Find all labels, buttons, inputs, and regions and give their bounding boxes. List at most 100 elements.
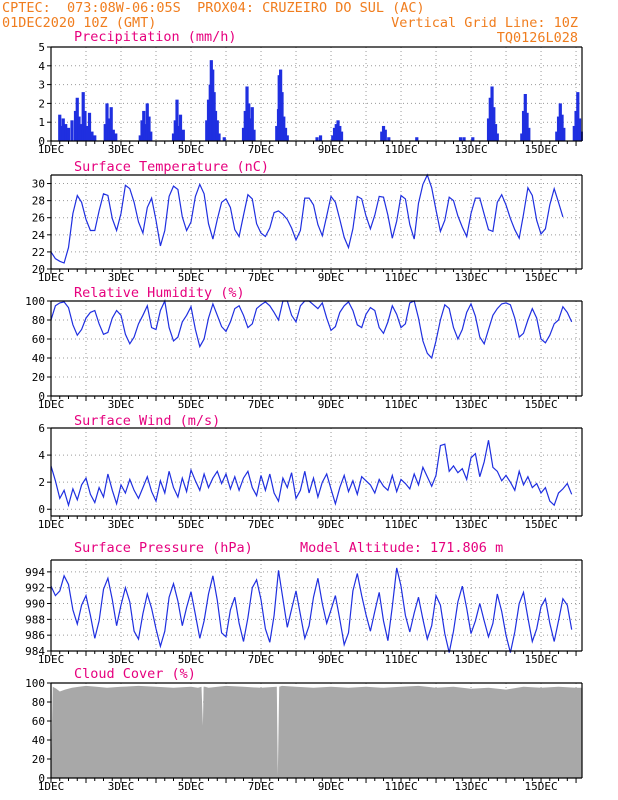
precip-bar xyxy=(177,125,181,141)
precip-bar xyxy=(85,125,89,141)
y-tick-label: 26 xyxy=(32,212,45,225)
precip-bar xyxy=(64,124,68,141)
panel-wind: 0 2 4 6 1DEC 3DEC 5DEC 7DEC 9DEC 11DEC 13DEC 15DEC S… xyxy=(38,413,583,531)
header-model-code: TQ0126L028 xyxy=(496,30,578,46)
panel-title-cloud: Cloud Cover (%) xyxy=(74,666,196,682)
panel-title-temp: Surface Temperature (nC) xyxy=(74,159,269,175)
y-tick-label: 0 xyxy=(38,772,45,785)
precip-bar xyxy=(248,118,253,141)
precip-bar xyxy=(171,133,176,141)
cloud-area xyxy=(51,685,582,778)
precip-bar xyxy=(107,118,111,141)
x-tick-label: 3DEC xyxy=(108,653,135,666)
x-tick-label: 11DEC xyxy=(384,653,417,666)
x-tick-label: 3DEC xyxy=(108,780,135,793)
precip-bar xyxy=(492,107,496,141)
x-tick-label: 7DEC xyxy=(248,271,275,284)
x-tick-label: 9DEC xyxy=(318,780,345,793)
panel-rh: 0 20 40 60 80 100 1DEC 3DEC 5DEC 7DEC 9DEC 11DEC 13D… xyxy=(25,285,583,411)
precip-bar xyxy=(381,125,386,141)
precip-bar xyxy=(143,124,148,141)
x-tick-label: 15DEC xyxy=(524,653,557,666)
x-tick-label: 11DEC xyxy=(384,780,417,793)
precip-bar xyxy=(490,86,494,141)
precip-bar xyxy=(562,127,566,141)
x-tick-label: 13DEC xyxy=(454,518,487,531)
y-tick-label: 24 xyxy=(32,229,46,242)
x-tick-label: 13DEC xyxy=(454,780,487,793)
precip-bar xyxy=(283,127,288,141)
precip-bar xyxy=(560,114,564,141)
x-tick-label: 1DEC xyxy=(38,653,65,666)
x-tick-label: 7DEC xyxy=(248,653,275,666)
x-tick-label: 7DEC xyxy=(248,398,275,411)
x-tick-label: 3DEC xyxy=(108,398,135,411)
x-tick-label: 5DEC xyxy=(178,518,205,531)
y-tick-label: 2 xyxy=(38,97,45,110)
precip-bar xyxy=(579,131,583,141)
precip-bar xyxy=(521,110,526,141)
precip-bar xyxy=(415,137,419,141)
x-tick-label: 13DEC xyxy=(454,271,487,284)
precip-bar xyxy=(140,120,144,141)
y-tick-label: 40 xyxy=(32,734,45,747)
precip-bar xyxy=(318,135,323,141)
x-tick-label: 13DEC xyxy=(454,398,487,411)
precip-bar xyxy=(332,127,337,141)
precip-bar xyxy=(334,124,338,141)
x-tick-label: 11DEC xyxy=(384,143,417,156)
precip-bar xyxy=(79,124,83,141)
precip-bar xyxy=(275,125,279,141)
x-tick-label: 13DEC xyxy=(454,653,487,666)
series-line-wind xyxy=(50,440,573,508)
precip-bar xyxy=(206,99,211,141)
precip-bar xyxy=(87,112,92,141)
x-tick-label: 9DEC xyxy=(318,143,345,156)
x-tick-label: 7DEC xyxy=(248,518,275,531)
panel-title-press: Surface Pressure (hPa) xyxy=(74,540,253,556)
panel-press: 984 986 988 990 992 994 1DEC 3DEC 5DEC 7DEC 9DEC 11… xyxy=(25,540,583,666)
precip-bar xyxy=(387,137,391,141)
precip-bar xyxy=(488,97,492,141)
precip-bar xyxy=(471,137,475,141)
x-tick-label: 3DEC xyxy=(108,518,135,531)
panel-temp: 20 22 24 26 28 30 1DEC 3DEC 5DEC 7DEC 9DEC 11DEC 13D… xyxy=(32,159,583,284)
precip-bar xyxy=(77,116,81,141)
precip-bar xyxy=(336,120,340,141)
x-tick-label: 1DEC xyxy=(38,780,65,793)
y-tick-label: 6 xyxy=(38,422,45,435)
y-tick-label: 20 xyxy=(32,263,45,276)
x-tick-label: 3DEC xyxy=(108,271,135,284)
y-tick-label: 40 xyxy=(32,352,45,365)
x-tick-label: 7DEC xyxy=(248,143,275,156)
y-tick-label: 20 xyxy=(32,371,45,384)
header-date-line: 01DEC2020 10Z (GMT) xyxy=(2,15,157,31)
y-tick-label: 100 xyxy=(25,295,45,308)
y-tick-label: 5 xyxy=(38,41,45,54)
precip-bar xyxy=(523,94,527,141)
header-grid-line-note: Vertical Grid Line: 10Z xyxy=(391,15,578,31)
precip-bar xyxy=(93,135,97,141)
x-tick-label: 5DEC xyxy=(178,653,205,666)
x-tick-label: 9DEC xyxy=(318,398,345,411)
y-tick-label: 80 xyxy=(32,314,45,327)
panel-precip: 0 1 2 3 4 5 1DEC 3DEC 5DEC 7DEC 9DEC 11DEC 13DEC 15DE… xyxy=(38,29,583,156)
header-station-line: CPTEC: 073:08W-06:05S PROX04: CRUZEIRO D… xyxy=(2,0,425,16)
precip-bar xyxy=(178,114,183,141)
x-tick-label: 11DEC xyxy=(384,271,417,284)
series-line-press xyxy=(50,567,573,653)
precip-bar xyxy=(222,137,226,141)
panel-title-wind: Surface Wind (m/s) xyxy=(74,413,220,429)
precip-bar xyxy=(145,103,149,141)
x-tick-label: 5DEC xyxy=(178,398,205,411)
x-tick-label: 15DEC xyxy=(524,398,557,411)
panel-cloud: 0 20 40 60 80 100 1DEC 3DEC 5DEC 7DEC 9DEC 11DEC 13D… xyxy=(25,666,583,793)
x-tick-label: 1DEC xyxy=(38,271,65,284)
precip-bar xyxy=(103,124,107,141)
precip-bar xyxy=(73,110,78,141)
precip-bar xyxy=(338,125,342,141)
x-tick-label: 5DEC xyxy=(178,780,205,793)
y-tick-label: 984 xyxy=(25,645,45,658)
precip-bar xyxy=(81,92,85,141)
